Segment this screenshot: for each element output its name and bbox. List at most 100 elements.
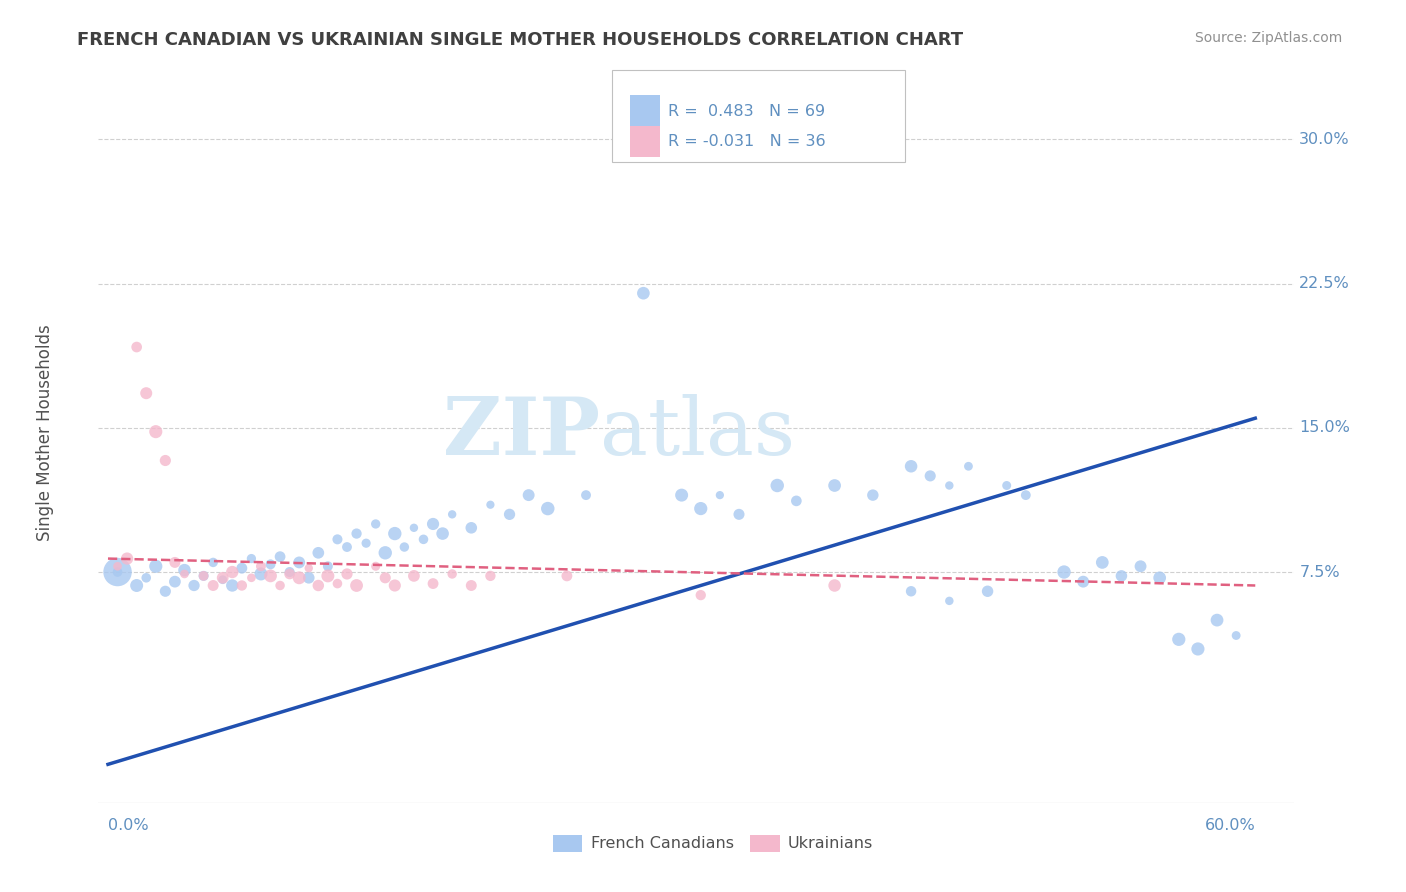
Point [202, 578, 225, 592]
Point [336, 540, 359, 554]
FancyBboxPatch shape [613, 70, 905, 162]
Text: 60.0%: 60.0% [1205, 818, 1256, 833]
Point [1206, 613, 1229, 627]
Point [364, 516, 387, 531]
Point [920, 469, 942, 483]
Point [259, 558, 281, 572]
Point [250, 559, 273, 574]
Text: French Canadians: French Canadians [591, 836, 734, 851]
Point [384, 526, 406, 541]
Point [1129, 559, 1152, 574]
Point [346, 578, 368, 592]
Point [412, 533, 434, 547]
Point [460, 578, 482, 592]
Point [1071, 574, 1094, 589]
Point [976, 584, 998, 599]
Text: Single Mother Households: Single Mother Households [35, 325, 53, 541]
Point [307, 578, 329, 592]
Point [298, 571, 321, 585]
Point [1187, 642, 1209, 657]
FancyBboxPatch shape [630, 95, 661, 127]
Point [346, 526, 368, 541]
Point [517, 488, 540, 502]
Text: FRENCH CANADIAN VS UKRAINIAN SINGLE MOTHER HOUSEHOLDS CORRELATION CHART: FRENCH CANADIAN VS UKRAINIAN SINGLE MOTH… [77, 31, 963, 49]
Text: 7.5%: 7.5% [1299, 565, 1340, 580]
Point [269, 578, 291, 592]
Point [432, 526, 454, 541]
Point [211, 573, 233, 587]
Text: Source: ZipAtlas.com: Source: ZipAtlas.com [1195, 31, 1343, 45]
Point [193, 569, 215, 583]
Point [498, 508, 520, 522]
Point [250, 566, 273, 581]
Point [957, 459, 980, 474]
Point [278, 565, 301, 579]
Point [1149, 571, 1171, 585]
Point [374, 571, 396, 585]
Point [107, 565, 129, 579]
Point [155, 584, 177, 599]
Point [125, 578, 148, 592]
Text: 30.0%: 30.0% [1299, 132, 1350, 147]
Point [824, 478, 846, 492]
Point [307, 546, 329, 560]
Point [1225, 628, 1247, 642]
Point [938, 478, 960, 492]
Point [537, 501, 560, 516]
Point [278, 566, 301, 581]
Point [1111, 569, 1133, 583]
Point [163, 574, 186, 589]
Point [555, 569, 578, 583]
Point [202, 556, 225, 570]
Point [766, 478, 789, 492]
Point [145, 559, 167, 574]
Point [689, 501, 711, 516]
Point [125, 340, 148, 354]
Point [441, 566, 464, 581]
Point [402, 521, 425, 535]
Text: Ukrainians: Ukrainians [787, 836, 873, 851]
Point [422, 576, 444, 591]
Point [326, 533, 349, 547]
Point [145, 425, 167, 439]
Point [479, 498, 502, 512]
Point [155, 453, 177, 467]
Point [384, 578, 406, 592]
Point [240, 571, 263, 585]
Point [211, 571, 233, 585]
Point [374, 546, 396, 560]
Point [1167, 632, 1189, 647]
Point [633, 286, 655, 301]
Text: 22.5%: 22.5% [1299, 277, 1350, 291]
Point [107, 565, 129, 579]
Point [689, 588, 711, 602]
Point [824, 578, 846, 592]
FancyBboxPatch shape [553, 835, 582, 853]
Point [862, 488, 884, 502]
Point [326, 576, 349, 591]
Point [316, 559, 339, 574]
Point [460, 521, 482, 535]
Point [785, 494, 807, 508]
Point [231, 561, 253, 575]
Point [163, 556, 186, 570]
Text: atlas: atlas [600, 393, 796, 472]
Point [402, 569, 425, 583]
FancyBboxPatch shape [749, 835, 780, 853]
Point [259, 569, 281, 583]
Point [709, 488, 731, 502]
Point [422, 516, 444, 531]
Point [900, 459, 922, 474]
Point [183, 578, 205, 592]
Point [900, 584, 922, 599]
Point [441, 508, 464, 522]
Point [193, 569, 215, 583]
Text: 15.0%: 15.0% [1299, 420, 1350, 435]
Point [173, 566, 195, 581]
Point [671, 488, 693, 502]
Point [364, 559, 387, 574]
Point [288, 556, 311, 570]
Point [1091, 556, 1114, 570]
Text: R = -0.031   N = 36: R = -0.031 N = 36 [668, 134, 827, 149]
Point [231, 578, 253, 592]
